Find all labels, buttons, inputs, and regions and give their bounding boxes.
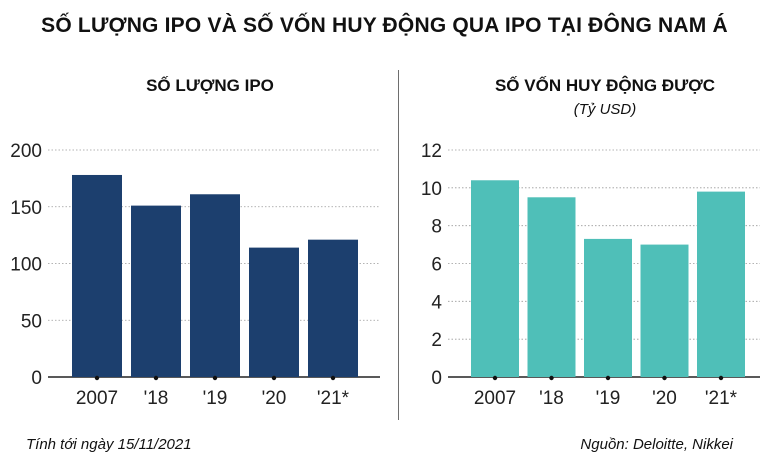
capital-bar — [640, 244, 689, 377]
ipo-x-tick-label: '20 — [262, 388, 287, 409]
ipo-x-tick-label: '19 — [203, 388, 228, 409]
footnote-source: Nguồn: Deloitte, Nikkei — [580, 436, 733, 453]
ipo-y-tick-label: 0 — [31, 368, 42, 389]
ipo-x-tick-label: 2007 — [76, 388, 118, 409]
left-chart-title: SỐ LƯỢNG IPO — [146, 76, 274, 95]
capital-bar — [584, 238, 632, 377]
ipo-tick-dot — [153, 375, 159, 381]
capital-tick-dot — [492, 375, 498, 381]
capital-x-tick-label: '21* — [705, 388, 738, 409]
capital-x-tick-label: '18 — [539, 388, 564, 409]
capital-x-tick-label: '19 — [596, 388, 621, 409]
ipo-bar — [190, 194, 240, 377]
ipo-y-tick-label: 200 — [10, 141, 42, 162]
ipo-bar — [249, 247, 299, 377]
capital-y-tick-label: 4 — [431, 292, 442, 313]
capital-tick-dot — [605, 375, 611, 381]
capital-tick-dot — [718, 375, 724, 381]
capital-bar — [527, 197, 576, 377]
capital-tick-dot — [549, 375, 554, 381]
ipo-tick-dot — [212, 375, 218, 381]
capital-y-tick-label: 8 — [431, 217, 442, 238]
capital-y-tick-label: 12 — [421, 141, 442, 162]
ipo-y-tick-label: 100 — [10, 255, 42, 276]
ipo-x-tick-label: '18 — [144, 388, 169, 409]
ipo-y-tick-label: 50 — [21, 311, 42, 332]
footnote-date: Tính tới ngày 15/11/2021 — [26, 436, 192, 453]
panel-divider — [398, 70, 399, 420]
capital-x-tick-label: 2007 — [474, 388, 516, 409]
ipo-bar — [131, 205, 181, 377]
capital-y-tick-label: 10 — [421, 179, 442, 200]
ipo-bar — [72, 174, 122, 377]
ipo-x-tick-label: '21* — [317, 388, 350, 409]
ipo-bar — [308, 239, 358, 377]
capital-y-tick-label: 0 — [431, 368, 442, 389]
capital-bar — [471, 180, 519, 377]
ipo-tick-dot — [271, 375, 277, 381]
ipo-y-tick-label: 150 — [10, 198, 42, 219]
capital-tick-dot — [662, 375, 667, 381]
ipo-tick-dot — [330, 375, 336, 381]
capital-y-tick-label: 2 — [431, 330, 442, 351]
capital-y-tick-label: 6 — [431, 255, 442, 276]
capital-bar — [697, 191, 745, 377]
right-chart-title: SỐ VỐN HUY ĐỘNG ĐƯỢC — [494, 76, 716, 95]
right-chart-unit: (Tỷ USD) — [573, 101, 637, 118]
capital-x-tick-label: '20 — [652, 388, 677, 409]
ipo-tick-dot — [94, 375, 100, 381]
main-title: SỐ LƯỢNG IPO VÀ SỐ VỐN HUY ĐỘNG QUA IPO … — [41, 14, 728, 37]
